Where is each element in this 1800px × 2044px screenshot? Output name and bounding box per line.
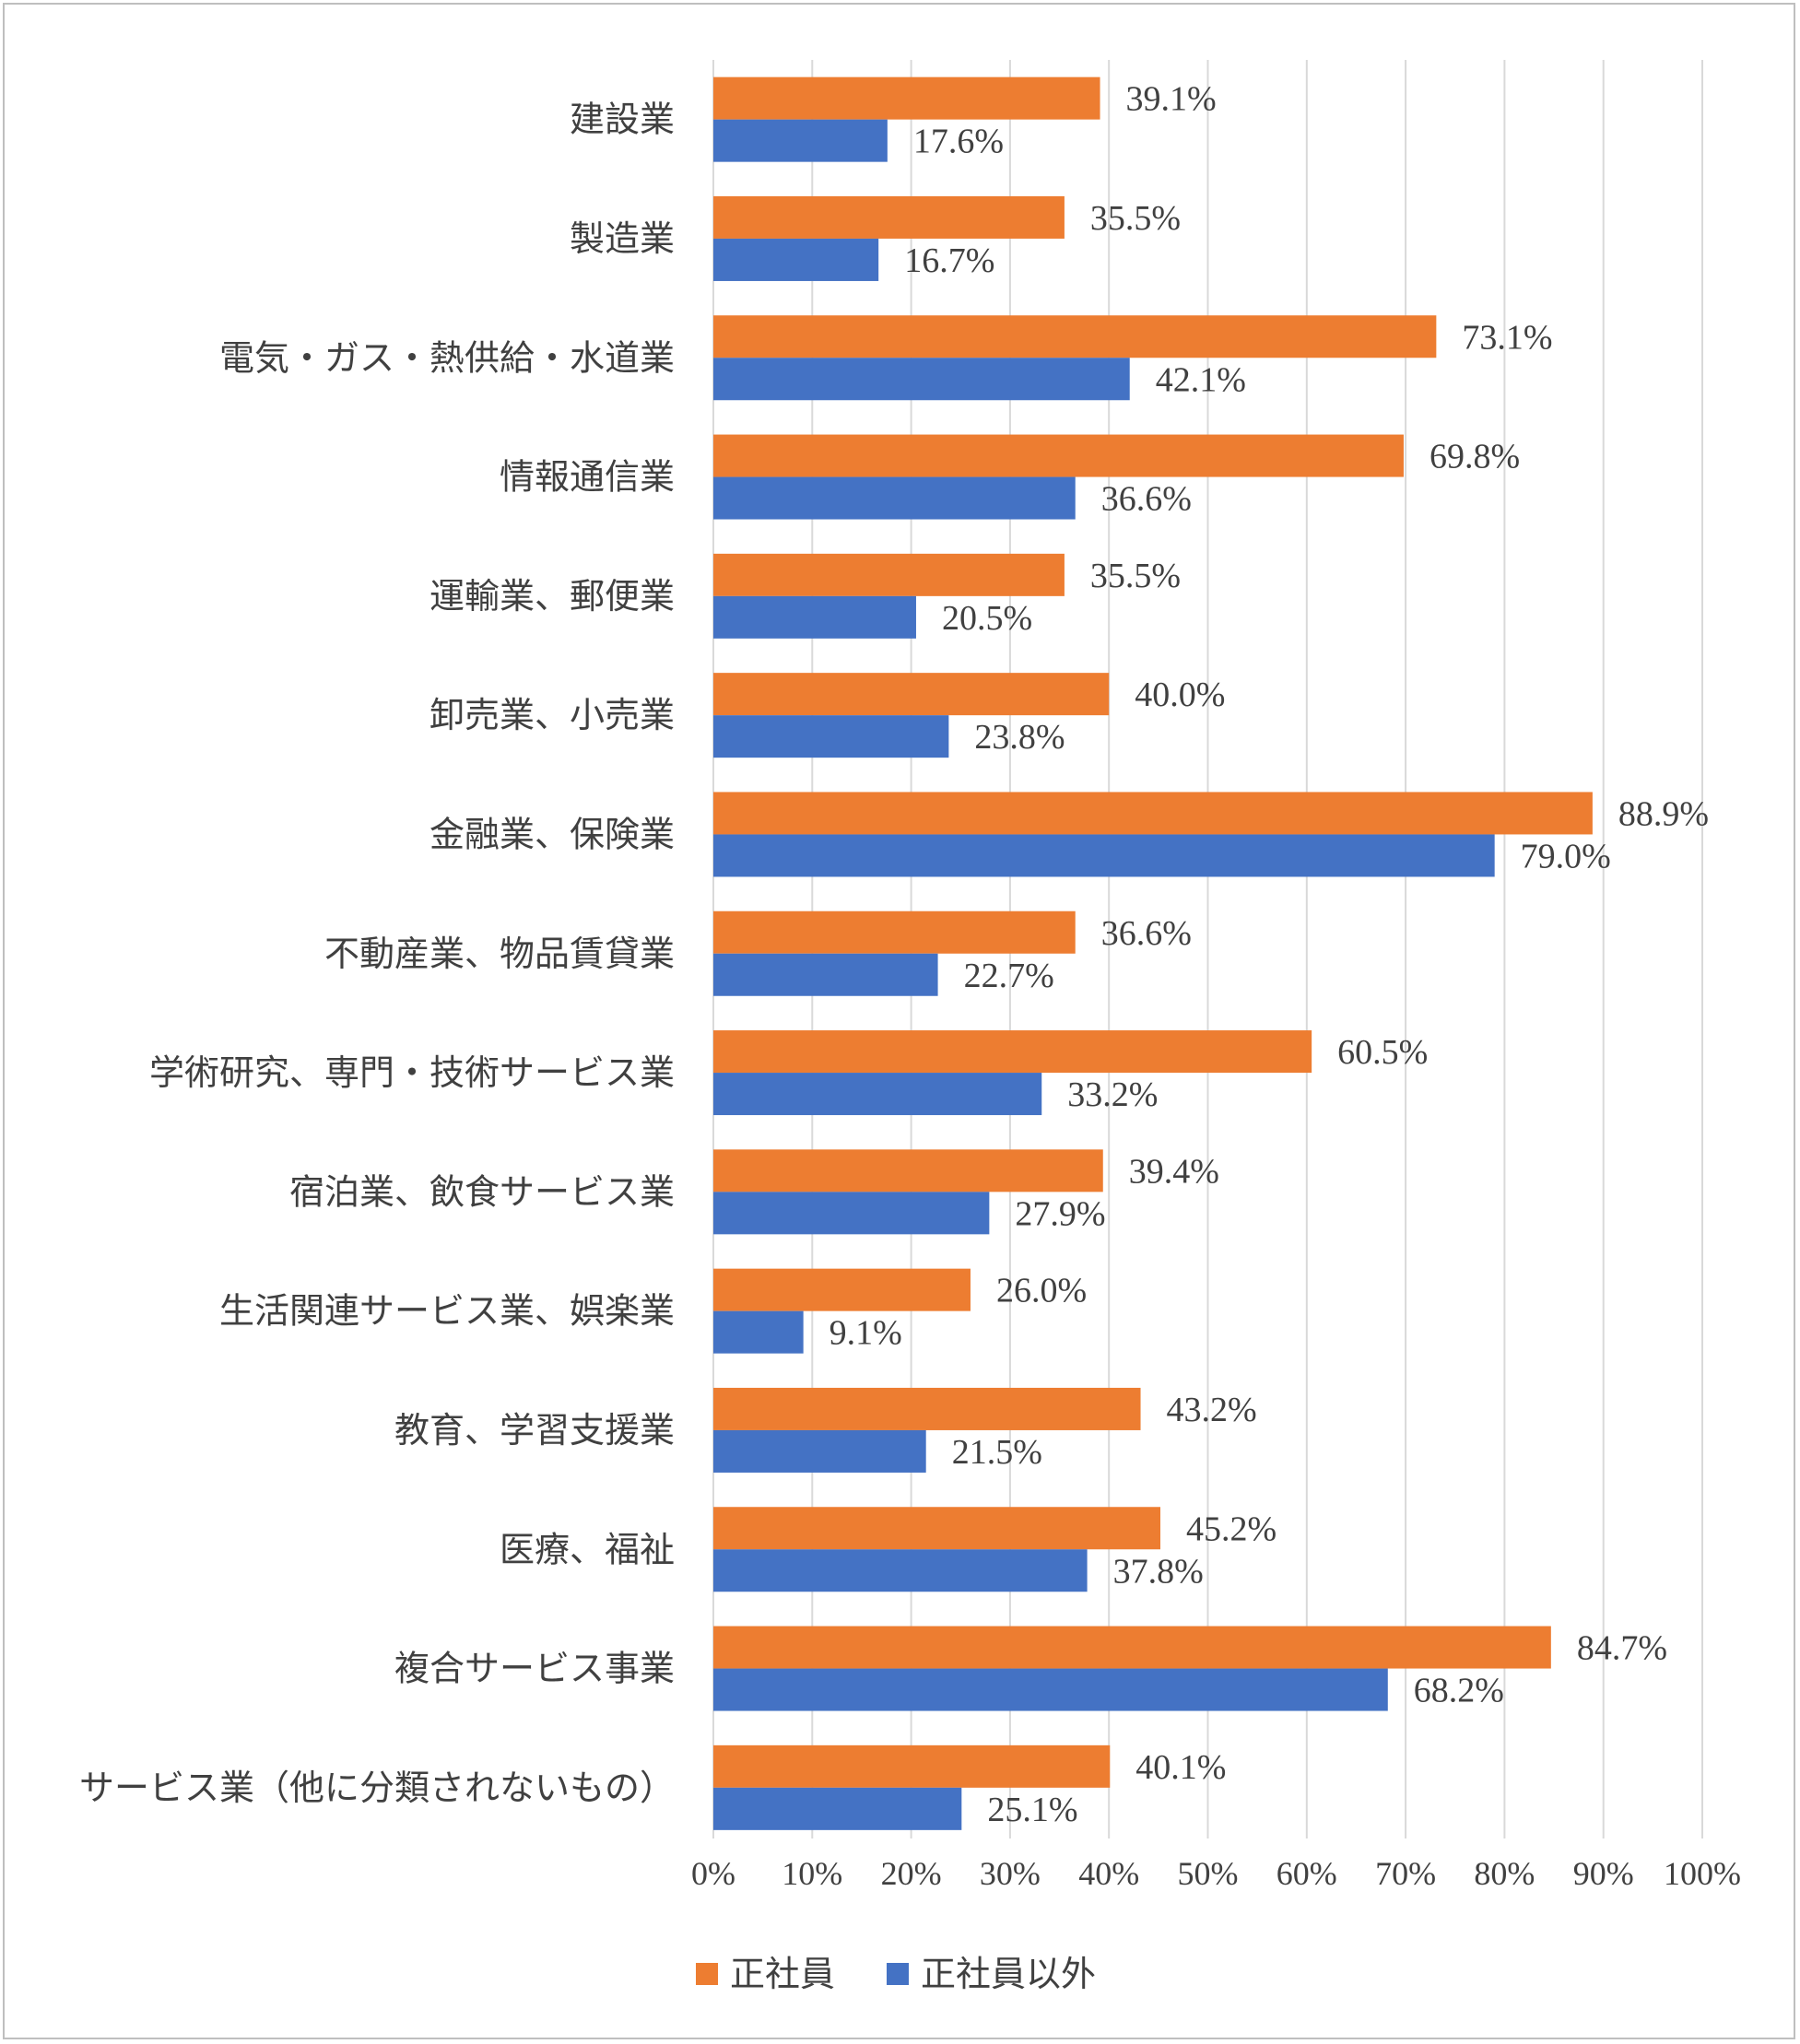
bar-seishain — [713, 1268, 971, 1311]
bar-value-label: 37.8% — [1113, 1552, 1204, 1591]
bar-value-label: 22.7% — [964, 957, 1054, 995]
bar-seishain-igai — [713, 595, 916, 639]
category-label: サービス業（他に分類されないもの） — [79, 1768, 675, 1808]
bar-seishain — [713, 1387, 1141, 1430]
bar-seishain-igai — [713, 1310, 804, 1354]
x-tick-label: 70% — [1375, 1855, 1436, 1892]
category-axis: 建設業製造業電気・ガス・熱供給・水道業情報通信業運輸業、郵便業卸売業、小売業金融… — [79, 100, 675, 1808]
bar-seishain — [713, 1149, 1103, 1192]
bar-value-label: 20.5% — [942, 599, 1032, 638]
bar-value-label: 43.2% — [1167, 1391, 1257, 1429]
x-tick-label: 20% — [881, 1855, 942, 1892]
category-label: 製造業 — [570, 218, 675, 259]
category-label: 学術研究、専門・技術サービス業 — [149, 1052, 675, 1093]
bar-seishain — [713, 553, 1065, 596]
x-tick-label: 30% — [980, 1855, 1041, 1892]
category-label: 金融業、保険業 — [429, 814, 675, 854]
bar-value-label: 23.8% — [974, 718, 1065, 757]
legend: 正社員 正社員以外 — [696, 1954, 1096, 1994]
bar-value-label: 45.2% — [1186, 1510, 1276, 1548]
bar-value-label: 84.7% — [1577, 1629, 1667, 1668]
category-label: 電気・ガス・熱供給・水道業 — [219, 337, 675, 378]
category-label: 教育、学習支援業 — [394, 1410, 675, 1451]
category-label: 医療、福祉 — [500, 1529, 675, 1569]
bar-seishain-igai — [713, 1549, 1088, 1592]
bar-value-label: 36.6% — [1101, 480, 1192, 519]
category-label: 複合サービス事業 — [394, 1649, 675, 1689]
bar-seishain — [713, 315, 1437, 358]
x-tick-label: 10% — [782, 1855, 842, 1892]
category-label: 不動産業、物品賃貸業 — [324, 934, 675, 974]
category-label: 運輸業、郵便業 — [429, 576, 675, 617]
category-label: 情報通信業 — [500, 457, 675, 498]
x-tick-label: 60% — [1276, 1855, 1337, 1892]
bar-value-label: 73.1% — [1462, 318, 1552, 357]
legend-swatch — [887, 1963, 909, 1985]
bar-seishain-igai — [713, 1192, 990, 1235]
bar-value-label: 21.5% — [952, 1433, 1042, 1472]
bar-value-label: 35.5% — [1090, 557, 1181, 595]
bar-seishain — [713, 1030, 1312, 1074]
category-label: 生活関連サービス業、娯楽業 — [219, 1291, 675, 1332]
bar-value-label: 35.5% — [1090, 199, 1181, 238]
x-tick-label: 40% — [1078, 1855, 1139, 1892]
chart-frame: 39.1% 17.6% 35.5% 16.7% 73.1% 42.1% 69.8% 36.6%… — [3, 3, 1795, 2039]
bar-value-label: 68.2% — [1414, 1672, 1504, 1710]
x-tick-label: 100% — [1664, 1855, 1741, 1892]
legend-label: 正社員以外 — [921, 1954, 1096, 1994]
bar-value-label: 79.0% — [1521, 837, 1611, 875]
bar-value-label: 9.1% — [829, 1314, 902, 1353]
bar-seishain-igai — [713, 715, 949, 758]
bar-seishain — [713, 76, 1100, 120]
bar-value-label: 88.9% — [1618, 794, 1709, 833]
legend-label: 正社員 — [730, 1954, 835, 1994]
x-tick-label: 0% — [691, 1855, 735, 1892]
category-label: 宿泊業、飲食サービス業 — [289, 1171, 675, 1212]
bar-seishain — [713, 792, 1593, 835]
data-labels: 39.1% 17.6% 35.5% 16.7% 73.1% 42.1% 69.8% 36.6%… — [829, 80, 1709, 1829]
bar-value-label: 60.5% — [1337, 1033, 1428, 1072]
category-label: 建設業 — [570, 100, 675, 140]
bar-seishain-igai — [713, 1668, 1388, 1711]
bar-seishain — [713, 673, 1110, 716]
bar-value-label: 40.0% — [1135, 675, 1225, 714]
bars — [713, 76, 1593, 1830]
bar-value-label: 17.6% — [913, 123, 1004, 161]
bar-seishain-igai — [713, 834, 1495, 877]
bar-value-label: 36.6% — [1101, 914, 1192, 953]
bar-value-label: 33.2% — [1067, 1075, 1158, 1114]
value-axis: 0% 10% 20% 30% 40% 50% 60% 70% 80% 90% 100% — [691, 1855, 1741, 1892]
bar-seishain-igai — [713, 1073, 1042, 1116]
x-tick-label: 90% — [1573, 1855, 1634, 1892]
bar-seishain-igai — [713, 953, 938, 996]
bar-value-label: 16.7% — [904, 241, 994, 280]
bar-value-label: 40.1% — [1135, 1748, 1226, 1787]
bar-chart: 39.1% 17.6% 35.5% 16.7% 73.1% 42.1% 69.8% 36.6%… — [79, 60, 1741, 1994]
bar-value-label: 42.1% — [1156, 360, 1246, 399]
category-label: 卸売業、小売業 — [429, 695, 675, 735]
bar-seishain-igai — [713, 476, 1076, 520]
legend-swatch — [696, 1963, 718, 1985]
bar-seishain-igai — [713, 358, 1130, 401]
bar-value-label: 69.8% — [1429, 438, 1520, 476]
bar-seishain-igai — [713, 238, 879, 281]
bar-seishain — [713, 910, 1076, 954]
bar-value-label: 27.9% — [1015, 1194, 1105, 1233]
bar-seishain-igai — [713, 119, 888, 162]
bar-seishain-igai — [713, 1429, 926, 1473]
bar-seishain — [713, 1744, 1111, 1788]
bar-value-label: 39.1% — [1126, 80, 1217, 119]
bar-seishain — [713, 195, 1065, 239]
x-tick-label: 80% — [1474, 1855, 1535, 1892]
bar-seishain — [713, 434, 1404, 477]
bar-seishain-igai — [713, 1787, 962, 1830]
x-tick-label: 50% — [1178, 1855, 1239, 1892]
bar-seishain — [713, 1507, 1160, 1550]
bar-value-label: 39.4% — [1129, 1152, 1219, 1191]
bar-value-label: 26.0% — [996, 1272, 1087, 1310]
bar-value-label: 25.1% — [987, 1791, 1077, 1829]
bar-seishain — [713, 1626, 1551, 1669]
